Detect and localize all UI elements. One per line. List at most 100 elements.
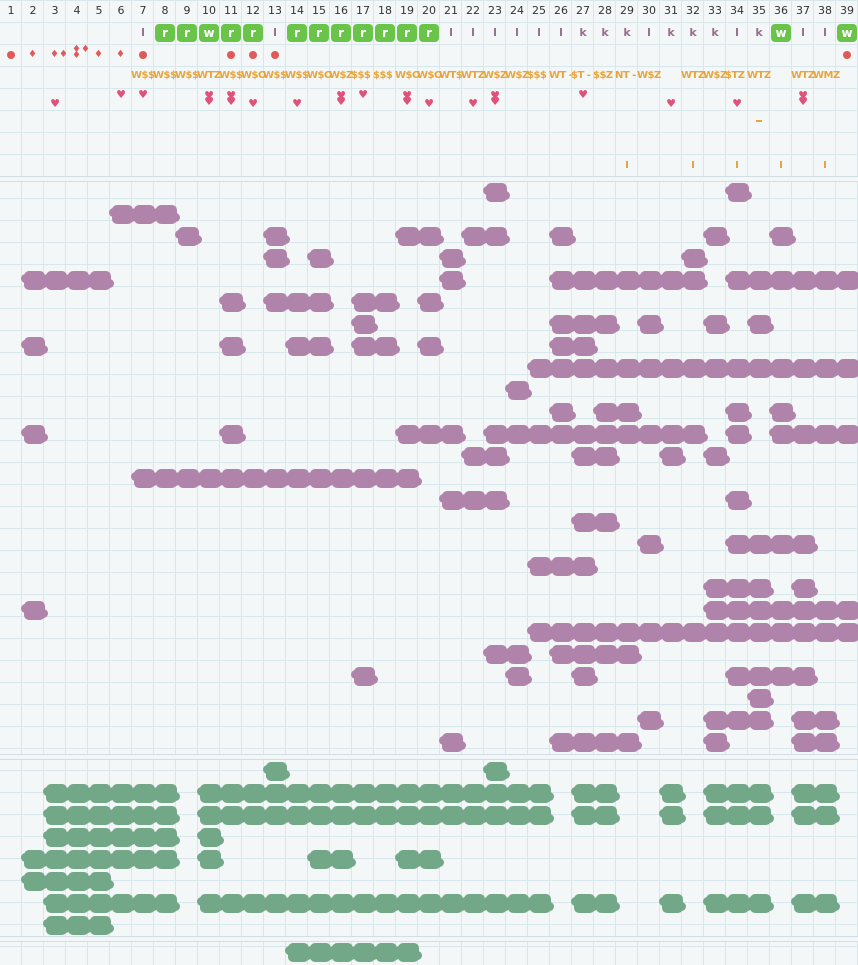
green-unit[interactable]	[725, 784, 752, 803]
green-unit[interactable]	[527, 784, 554, 803]
purple-unit[interactable]	[21, 271, 48, 290]
purple-unit[interactable]	[549, 425, 576, 444]
green-unit[interactable]	[593, 894, 620, 913]
green-unit[interactable]	[219, 784, 246, 803]
green-unit[interactable]	[109, 806, 136, 825]
purple-unit[interactable]	[659, 271, 686, 290]
purple-unit[interactable]	[637, 711, 664, 730]
green-unit[interactable]	[329, 894, 356, 913]
purple-unit[interactable]	[219, 469, 246, 488]
purple-unit[interactable]	[439, 249, 466, 268]
green-unit[interactable]	[87, 850, 114, 869]
purple-unit[interactable]	[483, 645, 510, 664]
purple-unit[interactable]	[593, 623, 620, 642]
green-unit[interactable]	[307, 806, 334, 825]
purple-unit[interactable]	[483, 183, 510, 202]
green-unit[interactable]	[725, 894, 752, 913]
purple-unit[interactable]	[527, 557, 554, 576]
purple-unit[interactable]	[175, 227, 202, 246]
crop-tile[interactable]: r	[243, 24, 263, 42]
purple-unit[interactable]	[835, 359, 858, 378]
green-unit[interactable]	[43, 916, 70, 935]
purple-unit[interactable]	[593, 513, 620, 532]
purple-unit[interactable]	[395, 469, 422, 488]
purple-unit[interactable]	[461, 447, 488, 466]
purple-unit[interactable]	[703, 601, 730, 620]
purple-unit[interactable]	[593, 403, 620, 422]
green-unit[interactable]	[87, 784, 114, 803]
purple-unit[interactable]	[549, 645, 576, 664]
purple-unit[interactable]	[725, 183, 752, 202]
purple-unit[interactable]	[637, 623, 664, 642]
purple-unit[interactable]	[725, 271, 752, 290]
purple-unit[interactable]	[637, 535, 664, 554]
purple-unit[interactable]	[593, 271, 620, 290]
purple-unit[interactable]	[835, 271, 858, 290]
green-unit[interactable]	[703, 806, 730, 825]
green-unit[interactable]	[373, 894, 400, 913]
purple-unit[interactable]	[747, 623, 774, 642]
green-unit[interactable]	[813, 806, 840, 825]
green-unit[interactable]	[351, 784, 378, 803]
purple-unit[interactable]	[285, 337, 312, 356]
green-unit[interactable]	[813, 894, 840, 913]
purple-unit[interactable]	[461, 491, 488, 510]
purple-unit[interactable]	[725, 711, 752, 730]
purple-unit[interactable]	[21, 337, 48, 356]
purple-unit[interactable]	[483, 447, 510, 466]
purple-unit[interactable]	[307, 249, 334, 268]
purple-unit[interactable]	[703, 733, 730, 752]
purple-unit[interactable]	[725, 491, 752, 510]
green-unit[interactable]	[131, 828, 158, 847]
purple-unit[interactable]	[791, 667, 818, 686]
green-unit[interactable]	[263, 894, 290, 913]
green-unit[interactable]	[131, 894, 158, 913]
purple-unit[interactable]	[571, 271, 598, 290]
purple-unit[interactable]	[373, 293, 400, 312]
green-unit[interactable]	[373, 806, 400, 825]
crop-tile[interactable]: w	[199, 24, 219, 42]
purple-unit[interactable]	[527, 359, 554, 378]
purple-unit[interactable]	[571, 623, 598, 642]
purple-unit[interactable]	[659, 623, 686, 642]
purple-unit[interactable]	[307, 293, 334, 312]
green-unit[interactable]	[197, 784, 224, 803]
green-unit[interactable]	[417, 806, 444, 825]
purple-unit[interactable]	[351, 315, 378, 334]
green-unit[interactable]	[593, 784, 620, 803]
purple-unit[interactable]	[769, 271, 796, 290]
green-unit[interactable]	[307, 894, 334, 913]
purple-unit[interactable]	[637, 271, 664, 290]
purple-unit[interactable]	[417, 337, 444, 356]
green-unit[interactable]	[571, 784, 598, 803]
purple-unit[interactable]	[747, 601, 774, 620]
purple-unit[interactable]	[791, 535, 818, 554]
purple-unit[interactable]	[791, 711, 818, 730]
green-unit[interactable]	[285, 894, 312, 913]
green-unit[interactable]	[285, 806, 312, 825]
green-unit[interactable]	[593, 806, 620, 825]
purple-unit[interactable]	[681, 249, 708, 268]
purple-unit[interactable]	[659, 359, 686, 378]
purple-unit[interactable]	[747, 689, 774, 708]
purple-unit[interactable]	[571, 425, 598, 444]
purple-unit[interactable]	[769, 403, 796, 422]
purple-unit[interactable]	[747, 535, 774, 554]
purple-unit[interactable]	[549, 359, 576, 378]
purple-unit[interactable]	[791, 733, 818, 752]
purple-unit[interactable]	[791, 271, 818, 290]
purple-unit[interactable]	[373, 337, 400, 356]
purple-unit[interactable]	[593, 733, 620, 752]
purple-unit[interactable]	[197, 469, 224, 488]
green-unit[interactable]	[131, 784, 158, 803]
green-unit[interactable]	[813, 784, 840, 803]
purple-unit[interactable]	[483, 227, 510, 246]
green-unit[interactable]	[131, 850, 158, 869]
green-unit[interactable]	[505, 784, 532, 803]
purple-unit[interactable]	[571, 667, 598, 686]
purple-unit[interactable]	[43, 271, 70, 290]
green-unit[interactable]	[571, 894, 598, 913]
purple-unit[interactable]	[549, 271, 576, 290]
green-unit[interactable]	[65, 850, 92, 869]
purple-unit[interactable]	[791, 425, 818, 444]
